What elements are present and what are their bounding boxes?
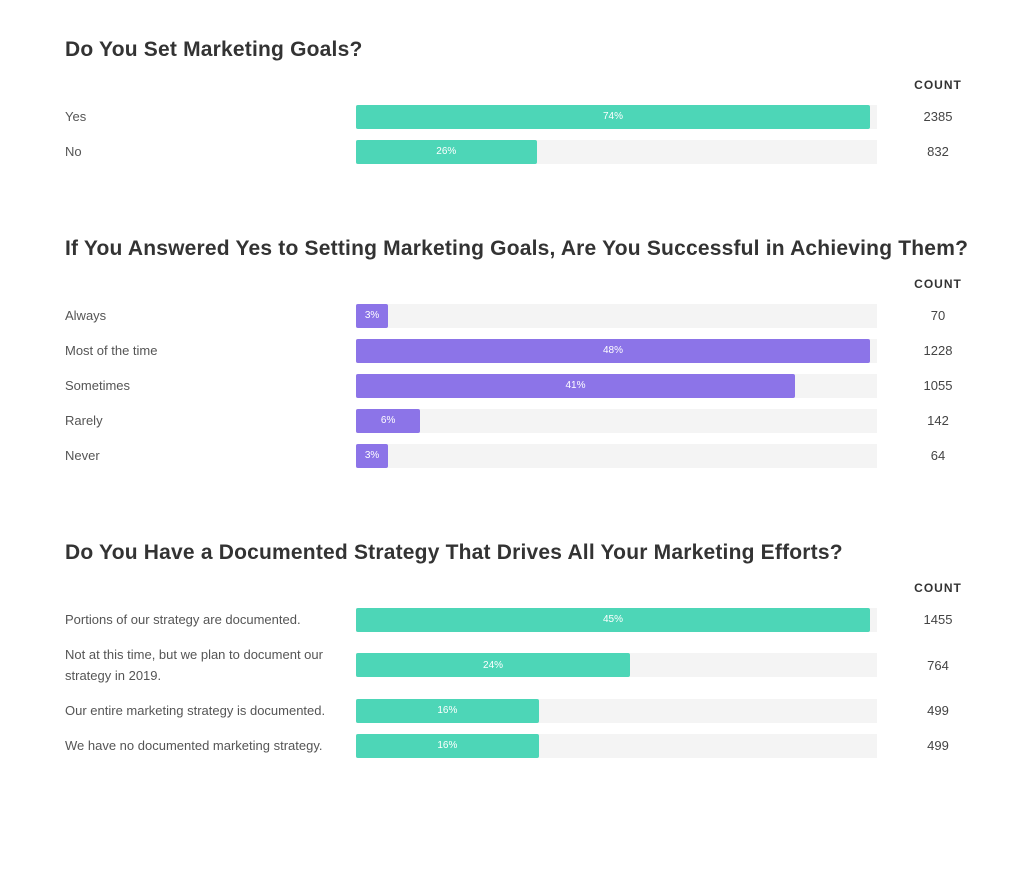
answer-count: 64 <box>930 448 946 463</box>
answer-count: 764 <box>927 657 949 673</box>
bar-track: 26% <box>356 139 877 164</box>
percent-label: 3% <box>364 310 380 321</box>
answer-count: 832 <box>927 144 949 159</box>
answer-count: 1228 <box>923 343 953 358</box>
survey-section: Do You Have a Documented Strategy That D… <box>65 533 1030 763</box>
bar: 24% <box>356 653 631 677</box>
percent-label: 41% <box>565 380 586 391</box>
bar-track: 74% <box>356 104 877 129</box>
answer-count: 142 <box>927 413 949 428</box>
answer-row: Portions of our strategy are documented.… <box>65 602 1030 637</box>
count-header: COUNT <box>914 277 962 291</box>
count-header-row: COUNT <box>65 75 1030 95</box>
answer-count: 2385 <box>923 109 953 124</box>
answer-label: Portions of our strategy are documented. <box>65 612 301 627</box>
bar-track: 3% <box>356 303 877 328</box>
percent-label: 3% <box>364 450 380 461</box>
answer-row: Never 3% 64 <box>65 438 1030 473</box>
bar: 3% <box>356 303 389 328</box>
answer-label: Always <box>65 308 107 323</box>
bar-track: 48% <box>356 338 877 363</box>
answer-label: No <box>65 144 82 159</box>
answer-label: Our entire marketing strategy is documen… <box>65 703 326 718</box>
bar-track: 45% <box>356 607 877 632</box>
percent-label: 16% <box>437 740 458 751</box>
bar-track: 3% <box>356 443 877 468</box>
answer-label: Sometimes <box>65 378 131 393</box>
answer-label: Not at this time, but we plan to documen… <box>65 647 323 683</box>
answer-row: No 26% 832 <box>65 134 1030 169</box>
answer-count: 1455 <box>923 612 953 627</box>
bar: 6% <box>356 408 421 433</box>
answer-label: We have no documented marketing strategy… <box>65 738 323 753</box>
bar: 26% <box>356 139 537 164</box>
count-header-row: COUNT <box>65 274 1030 294</box>
bar-track: 6% <box>356 408 877 433</box>
question-title: If You Answered Yes to Setting Marketing… <box>65 237 969 260</box>
count-header: COUNT <box>914 581 962 595</box>
survey-section: Do You Set Marketing Goals? COUNT Yes 74% 23… <box>65 30 1030 169</box>
answer-row: Our entire marketing strategy is documen… <box>65 693 1030 728</box>
survey-section: If You Answered Yes to Setting Marketing… <box>65 229 1030 473</box>
percent-label: 26% <box>436 146 457 157</box>
bar: 16% <box>356 698 539 723</box>
answer-count: 499 <box>927 703 949 718</box>
percent-label: 24% <box>483 659 504 671</box>
answer-row: Sometimes 41% 1055 <box>65 368 1030 403</box>
answer-count: 1055 <box>923 378 953 393</box>
bar-track: 24% <box>356 653 877 677</box>
percent-label: 16% <box>437 705 458 716</box>
percent-label: 6% <box>380 415 396 426</box>
bar: 45% <box>356 607 870 632</box>
bar-track: 41% <box>356 373 877 398</box>
bar: 74% <box>356 104 870 129</box>
answer-row: Always 3% 70 <box>65 298 1030 333</box>
bar: 48% <box>356 338 870 363</box>
question-title: Do You Set Marketing Goals? <box>65 38 363 61</box>
answer-row: Yes 74% 2385 <box>65 99 1030 134</box>
percent-label: 45% <box>602 614 623 625</box>
bar: 3% <box>356 443 389 468</box>
count-header-row: COUNT <box>65 578 1030 598</box>
answer-label: Never <box>65 448 100 463</box>
answer-row: We have no documented marketing strategy… <box>65 728 1030 763</box>
percent-label: 48% <box>602 345 623 356</box>
bar: 41% <box>356 373 796 398</box>
bar: 16% <box>356 733 539 758</box>
answer-label: Most of the time <box>65 343 158 358</box>
percent-label: 74% <box>602 111 623 122</box>
answer-row: Rarely 6% 142 <box>65 403 1030 438</box>
answer-count: 70 <box>930 308 946 323</box>
question-title: Do You Have a Documented Strategy That D… <box>65 541 843 564</box>
bar-track: 16% <box>356 698 877 723</box>
answer-row: Not at this time, but we plan to documen… <box>65 637 1030 693</box>
answer-label: Rarely <box>65 413 103 428</box>
count-header: COUNT <box>914 78 962 92</box>
bar-track: 16% <box>356 733 877 758</box>
answer-row: Most of the time 48% 1228 <box>65 333 1030 368</box>
answer-label: Yes <box>65 109 87 124</box>
answer-count: 499 <box>927 738 949 753</box>
survey-results: Do You Set Marketing Goals? COUNT Yes 74% 23… <box>65 30 1030 763</box>
